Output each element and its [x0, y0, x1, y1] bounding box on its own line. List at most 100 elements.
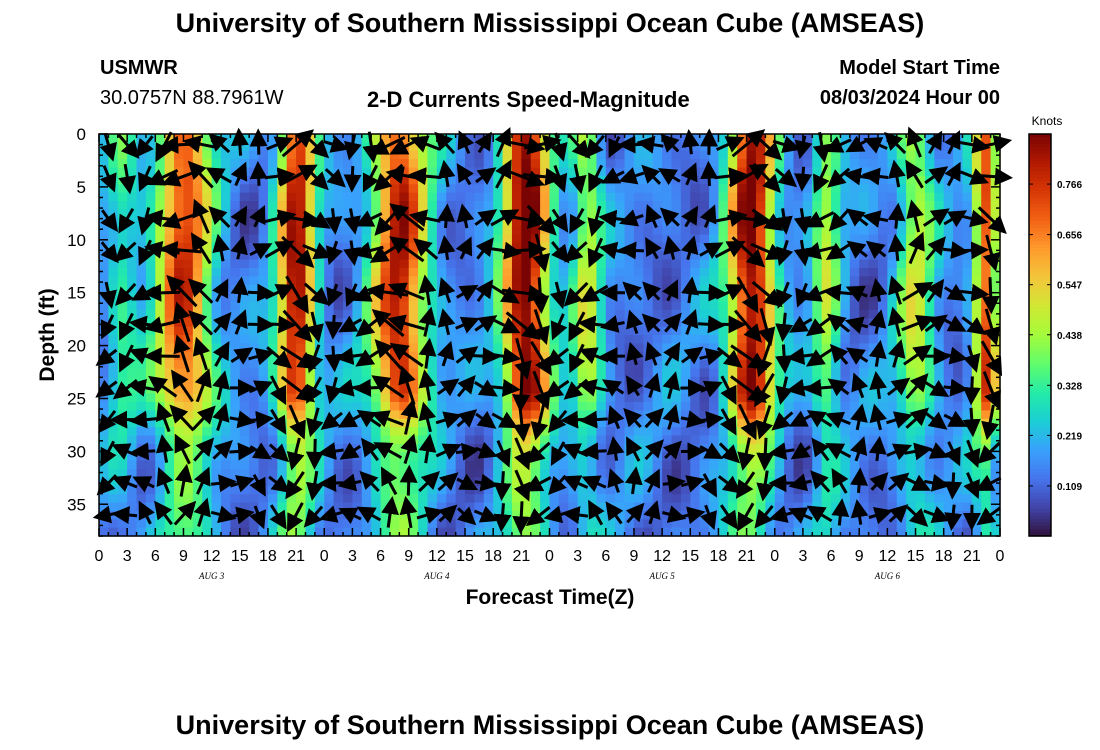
heat-cell — [943, 393, 954, 403]
heat-cell — [211, 418, 222, 428]
heat-cell — [230, 301, 241, 311]
heat-cell — [680, 251, 691, 261]
heat-cell — [183, 527, 194, 537]
heat-cell — [183, 376, 194, 386]
current-vector — [400, 398, 419, 435]
heat-cell — [558, 192, 569, 202]
heat-cell — [474, 184, 485, 194]
heat-cell — [718, 201, 729, 210]
heat-cell — [802, 343, 813, 353]
heat-cell — [174, 293, 185, 303]
heat-cell — [249, 234, 260, 244]
heat-cell — [530, 494, 541, 504]
current-vector — [99, 281, 117, 310]
heat-cell — [333, 268, 344, 277]
heat-cell — [380, 184, 391, 194]
heat-cell — [521, 150, 532, 160]
heat-cell — [221, 192, 231, 202]
heat-cell — [924, 494, 935, 504]
heat-cell — [474, 301, 485, 311]
heat-cell — [802, 268, 813, 277]
heat-cell — [643, 502, 654, 512]
heat-cell — [981, 268, 992, 277]
heat-cell — [718, 393, 729, 403]
heat-cell — [211, 276, 222, 286]
heat-cell — [680, 427, 691, 437]
heat-cell — [174, 360, 185, 370]
current-vector — [173, 334, 191, 373]
heat-cell — [605, 343, 616, 353]
heat-cell — [192, 410, 203, 420]
heat-cell — [877, 494, 888, 504]
current-vector — [531, 277, 550, 314]
heat-cell — [990, 519, 1001, 529]
heat-cell — [192, 402, 203, 411]
heat-cell — [446, 293, 457, 303]
current-vector — [418, 369, 437, 401]
heat-cell — [493, 276, 504, 286]
heat-cell — [277, 410, 288, 420]
heat-cell — [699, 393, 710, 403]
heat-cell — [971, 234, 982, 244]
heat-cell — [793, 410, 804, 420]
heat-cell — [671, 167, 682, 177]
heat-cell — [145, 335, 156, 344]
heat-cell — [108, 284, 119, 294]
heat-cell — [324, 410, 335, 420]
current-vector — [514, 337, 532, 380]
heat-cell — [343, 134, 354, 143]
heat-cell — [709, 435, 720, 445]
current-vector — [248, 380, 274, 398]
current-vector — [191, 405, 216, 431]
heat-cell — [164, 234, 175, 244]
heat-cell — [352, 335, 363, 344]
heat-cell — [709, 427, 720, 437]
heat-cell — [680, 209, 691, 219]
heat-cell — [436, 376, 447, 386]
current-vector — [380, 466, 398, 496]
heat-cell — [652, 201, 663, 210]
heat-cell — [127, 360, 138, 370]
heat-cell — [643, 402, 654, 411]
heat-cell — [671, 209, 682, 219]
heat-cell — [558, 527, 569, 537]
heat-cell — [286, 150, 297, 160]
current-vector — [641, 313, 661, 333]
heat-cell — [784, 326, 795, 336]
heat-cell — [174, 385, 185, 395]
heat-cell — [230, 159, 241, 169]
heat-cell — [915, 427, 926, 437]
current-vector — [305, 438, 324, 470]
heat-cell — [230, 259, 241, 269]
heat-cell — [793, 301, 804, 311]
heat-cell — [568, 452, 579, 462]
heat-cell — [549, 410, 560, 420]
heat-cell — [211, 259, 222, 269]
heat-cell — [981, 259, 992, 269]
current-vector — [643, 500, 661, 525]
heat-cell — [727, 435, 738, 445]
heat-cell — [540, 494, 551, 504]
heat-cell — [343, 460, 354, 470]
heat-cell — [577, 527, 588, 537]
heat-cell — [624, 326, 635, 336]
heat-cell — [699, 142, 710, 152]
heat-cell — [718, 335, 729, 344]
heat-cell — [436, 410, 447, 420]
current-vector — [413, 238, 439, 260]
heat-cell — [709, 460, 720, 470]
heat-cell — [821, 192, 832, 202]
current-vector — [644, 407, 665, 429]
heat-cell — [540, 427, 551, 437]
heat-cell — [868, 519, 879, 529]
heat-cell — [596, 527, 607, 537]
heat-cell — [962, 460, 973, 470]
heat-cell — [671, 485, 682, 495]
heat-cell — [840, 376, 851, 386]
heat-cell — [896, 427, 907, 437]
heat-cell — [474, 192, 485, 202]
heat-cell — [314, 192, 325, 202]
heat-cell — [465, 485, 476, 495]
heat-cell — [624, 427, 635, 437]
current-vector — [210, 474, 237, 493]
